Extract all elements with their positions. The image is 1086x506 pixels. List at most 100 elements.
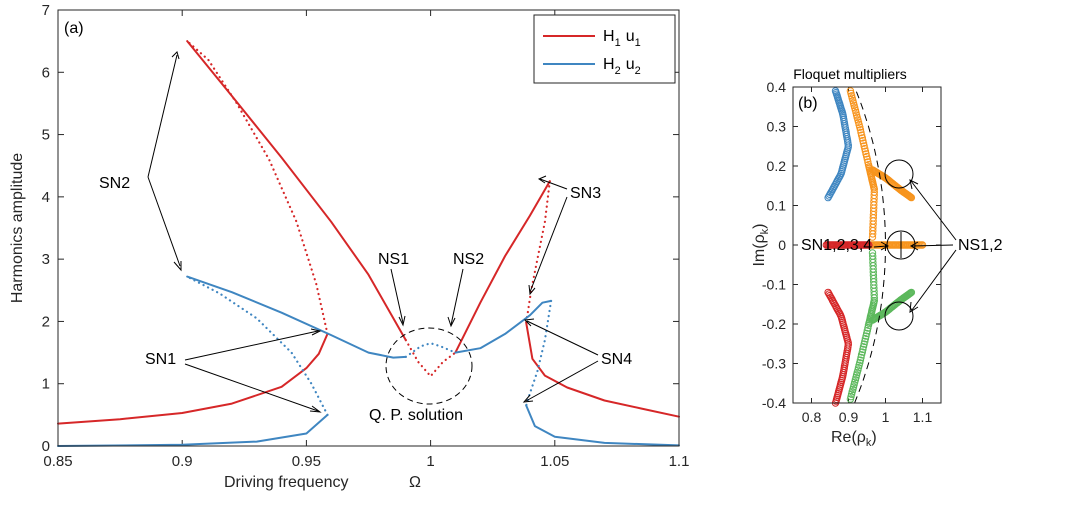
arrow-sn3-upper — [539, 178, 568, 190]
floquet-marker-green — [859, 345, 867, 354]
series-2-segment-dotted — [186, 275, 329, 416]
floquet-marker-blue — [825, 192, 833, 200]
arrowhead-ns2 — [447, 316, 456, 328]
qp-solution-ellipse — [385, 327, 473, 405]
panel-a-ytick-label: 6 — [42, 64, 50, 81]
arrow-ns12-upper — [910, 180, 957, 241]
legend-entry-2: H2 u2 — [603, 56, 641, 77]
floquet-marker-blue — [824, 193, 832, 202]
panel-b-xtick-label: 0.8 — [802, 409, 822, 425]
floquet-marker-orange — [907, 193, 916, 202]
panel-a-ytick-label: 7 — [42, 2, 50, 19]
arrow-sn4-upper — [526, 320, 599, 356]
legend: H1 u1 H2 u2 — [533, 14, 676, 84]
floquet-marker-green — [857, 351, 866, 359]
floquet-marker-green — [907, 288, 916, 297]
legend-1-sub: 1 — [615, 37, 621, 49]
legend-box — [533, 14, 676, 84]
panel-b-ylabel: Im(ρk) — [751, 223, 771, 266]
series-1-segment-dotted — [525, 180, 551, 324]
series-2-segment-solid — [454, 299, 553, 354]
panel-b-xlabel-main: Re(ρ — [831, 429, 866, 446]
panel-a-ticks: 0.85 0.9 0.95 1 1.05 1.1 0 1 2 3 4 5 6 7 — [42, 2, 690, 470]
legend-1-H: H — [603, 28, 615, 45]
floquet-marker-orange — [858, 134, 866, 142]
panel-a-series — [57, 40, 680, 447]
panel-a-xtick-label: 1 — [426, 453, 434, 470]
panel-b-ytick-label: -0.2 — [762, 316, 786, 332]
panel-b-ytick-label: -0.4 — [762, 395, 786, 411]
panel-a-xtick-label: 0.95 — [292, 453, 321, 470]
arrow-ns12-center — [911, 244, 954, 247]
panel-b-ticks: 0.8 0.9 1 1.1 0.4 0.3 0.2 0.1 0 -0.1 -0.2 -0.3 -0.4 — [762, 79, 941, 425]
panel-b-xtick-label: 0.9 — [839, 409, 859, 425]
panel-a-xlabel: Driving frequency — [224, 474, 349, 491]
arrowhead-ns12-upper — [909, 179, 919, 190]
arrowhead-sn1-upper — [310, 328, 322, 336]
panel-a-ytick-label: 2 — [42, 313, 50, 330]
arrowhead-sn2-upper — [171, 51, 180, 60]
panel-b-points — [822, 87, 927, 407]
floquet-marker-green — [857, 353, 865, 362]
series-1-segment-solid — [525, 321, 680, 418]
arrow-sn4-lower — [525, 360, 599, 402]
floquet-marker-green — [860, 340, 868, 348]
arrowhead-ns12-lower — [909, 301, 919, 313]
arrowhead-sn2-lower — [173, 261, 182, 272]
arrow-sn1-lower — [184, 363, 319, 412]
panel-b-ytick-label: 0.2 — [767, 158, 787, 174]
arrowhead-sn4-lower — [522, 394, 534, 403]
panel-a-xtick-label: 0.9 — [172, 453, 193, 470]
annotation-sn3: SN3 — [570, 185, 601, 202]
annotation-ns12: NS1,2 — [958, 237, 1003, 254]
arrow-sn2-upper — [147, 54, 178, 178]
floquet-marker-orange — [863, 155, 871, 164]
floquet-marker-orange — [857, 128, 865, 137]
annotation-sn1: SN1 — [145, 351, 176, 368]
panel-b-xtick-label: 1.1 — [913, 409, 933, 425]
annotation-sn2: SN2 — [99, 175, 130, 192]
legend-1-usub: 1 — [635, 37, 641, 49]
series-1-segment-dotted — [186, 40, 329, 335]
floquet-marker-orange — [869, 230, 877, 238]
panel-b-xlabel: Re(ρk) — [831, 429, 877, 449]
panel-b-ytick-label: -0.1 — [762, 277, 786, 293]
ns-circle-lower — [884, 301, 914, 331]
panel-a-xlabel-symbol: Ω — [409, 474, 421, 491]
floquet-marker-green — [906, 289, 914, 298]
panel-a-xtick-label: 1.1 — [669, 453, 690, 470]
panel-b-ytick-label: 0.3 — [767, 119, 787, 135]
panel-b-ytick-label: -0.3 — [762, 356, 786, 372]
panel-b: Floquet multipliers 0.8 0.9 1 1.10.40.30.20… — [751, 66, 1003, 449]
arrow-ns2 — [450, 268, 464, 326]
panel-a-ytick-label: 0 — [42, 438, 50, 455]
floquet-marker-red — [865, 241, 873, 249]
panel-b-annotation-arrows — [873, 179, 957, 313]
floquet-marker-green — [846, 395, 855, 403]
panel-a-ytick-label: 3 — [42, 251, 50, 268]
panel-a-label: (a) — [64, 20, 84, 37]
arrowhead-sn4-upper — [523, 318, 535, 327]
panel-a-ytick-label: 1 — [42, 376, 50, 393]
panel-b-ytick-label: 0 — [778, 237, 786, 253]
floquet-marker-green — [864, 321, 873, 329]
panel-b-ylabel-main: Im(ρ — [751, 234, 768, 266]
arrow-ns12-lower — [911, 249, 957, 311]
legend-1-u: u — [626, 28, 635, 45]
series-2-segment-dotted — [525, 299, 553, 407]
ns-circle-upper — [884, 159, 914, 189]
series-2-segment-solid — [57, 413, 329, 447]
panel-a-xtick-label: 1.05 — [540, 453, 569, 470]
arrow-sn1234 — [873, 245, 888, 248]
arrow-sn1-upper — [184, 330, 319, 361]
floquet-marker-green — [861, 335, 870, 343]
legend-2-u: u — [626, 56, 635, 73]
panel-b-ylabel-close: ) — [751, 223, 768, 228]
series-1-segment-solid — [186, 40, 407, 342]
panel-a-ytick-label: 5 — [42, 127, 50, 144]
floquet-marker-orange — [906, 192, 914, 201]
floquet-marker-orange — [856, 126, 865, 134]
panel-a-xtick-label: 0.85 — [43, 453, 72, 470]
arrowhead-ns12-center — [909, 241, 919, 251]
